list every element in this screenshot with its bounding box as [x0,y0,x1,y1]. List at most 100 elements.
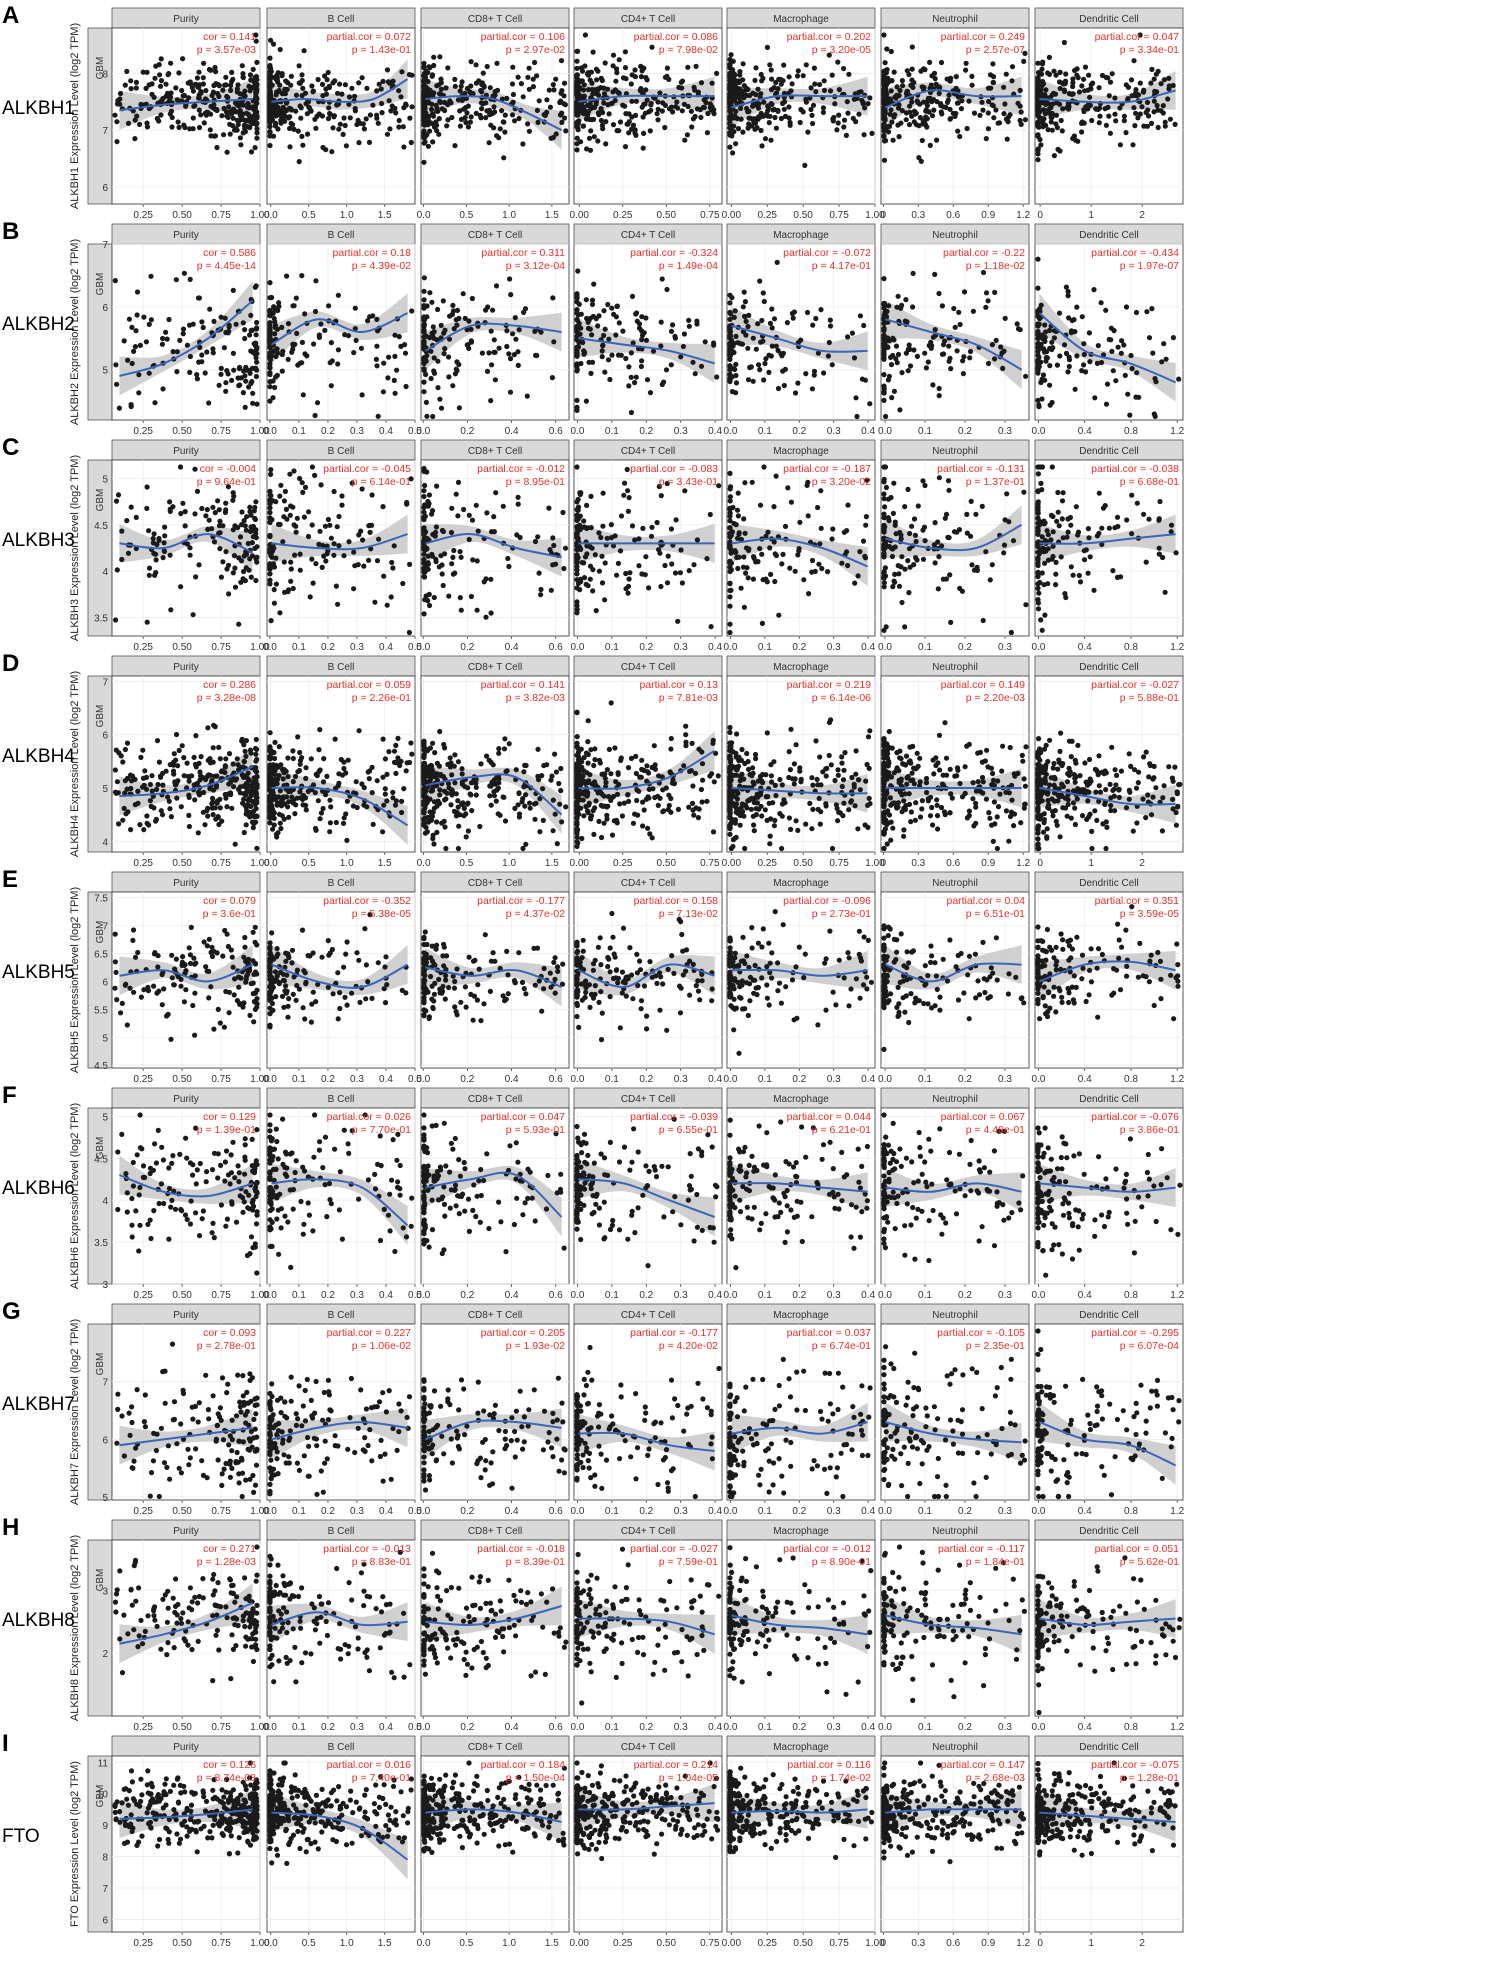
data-point [441,583,446,588]
data-point [769,77,774,82]
data-point [727,334,732,339]
data-point [655,111,660,116]
data-point [310,464,315,469]
data-point [1050,514,1055,519]
data-point [645,77,650,82]
data-point [424,359,429,364]
data-point [337,82,342,87]
data-point [623,356,628,361]
data-point [1086,535,1091,540]
data-point [125,776,130,781]
data-point [1096,531,1101,536]
data-point [673,104,678,109]
x-tick-label: 0.0 [878,642,892,653]
data-point [867,401,872,406]
data-point [438,553,443,558]
data-point [298,552,303,557]
data-point [269,295,274,300]
data-point [596,313,601,318]
data-point [1156,125,1161,130]
data-point [933,327,938,332]
data-point [682,488,687,493]
data-point [248,381,253,386]
data-point [421,494,426,499]
cancer-strip [88,460,112,636]
data-point [219,113,224,118]
data-point [602,370,607,375]
data-point [574,141,579,146]
data-point [1161,341,1166,346]
data-point [226,591,231,596]
data-point [223,501,228,506]
data-point [887,96,892,101]
data-point [449,561,454,566]
data-point [750,104,755,109]
data-point [946,478,951,483]
x-tick-label: 0.4 [708,642,722,653]
data-point [451,572,456,577]
data-point [172,751,177,756]
data-point [894,531,899,536]
data-point [544,97,549,102]
data-point [818,488,823,493]
data-point [844,133,849,138]
data-point [916,503,921,508]
data-point [549,136,554,141]
data-point [988,577,993,582]
data-point [218,756,223,761]
x-tick-label: 0.2 [460,642,474,653]
data-point [231,761,236,766]
data-point [810,386,815,391]
data-point [1036,471,1041,476]
data-point [199,319,204,324]
data-point [660,276,665,281]
data-point [936,291,941,296]
data-point [889,49,894,54]
data-point [272,331,277,336]
data-point [470,518,475,523]
data-point [911,80,916,85]
data-point [1103,308,1108,313]
data-point [479,106,484,111]
data-point [1035,329,1040,334]
data-point [845,99,850,104]
p-value-label: p = 4.17e-01 [812,260,871,272]
data-point [740,130,745,135]
data-point [204,110,209,115]
data-point [302,351,307,356]
x-tick-label: 0.75 [700,210,720,221]
data-point [615,128,620,133]
data-point [442,346,447,351]
data-point [839,561,844,566]
data-point [627,576,632,581]
data-point [846,72,851,77]
data-point [206,400,211,405]
data-point [907,347,912,352]
data-point [300,340,305,345]
data-point [1071,573,1076,578]
data-point [372,600,377,605]
correlation-label: partial.cor = -0.434 [1091,247,1179,259]
data-point [584,399,589,404]
data-point [648,102,653,107]
data-point [857,549,862,554]
data-point [1056,510,1061,515]
data-point [584,116,589,121]
data-point [845,111,850,116]
data-point [895,360,900,365]
data-point [607,111,612,116]
data-point [1156,518,1161,523]
data-point [674,517,679,522]
data-point [346,539,351,544]
data-point [1064,285,1069,290]
data-point [268,497,273,502]
data-point [1157,546,1162,551]
data-point [947,359,952,364]
data-point [728,588,733,593]
data-point [560,510,565,515]
data-point [443,85,448,90]
data-point [1035,151,1040,156]
data-point [424,414,429,419]
data-point [1057,523,1062,528]
correlation-label: partial.cor = -0.324 [630,247,718,259]
